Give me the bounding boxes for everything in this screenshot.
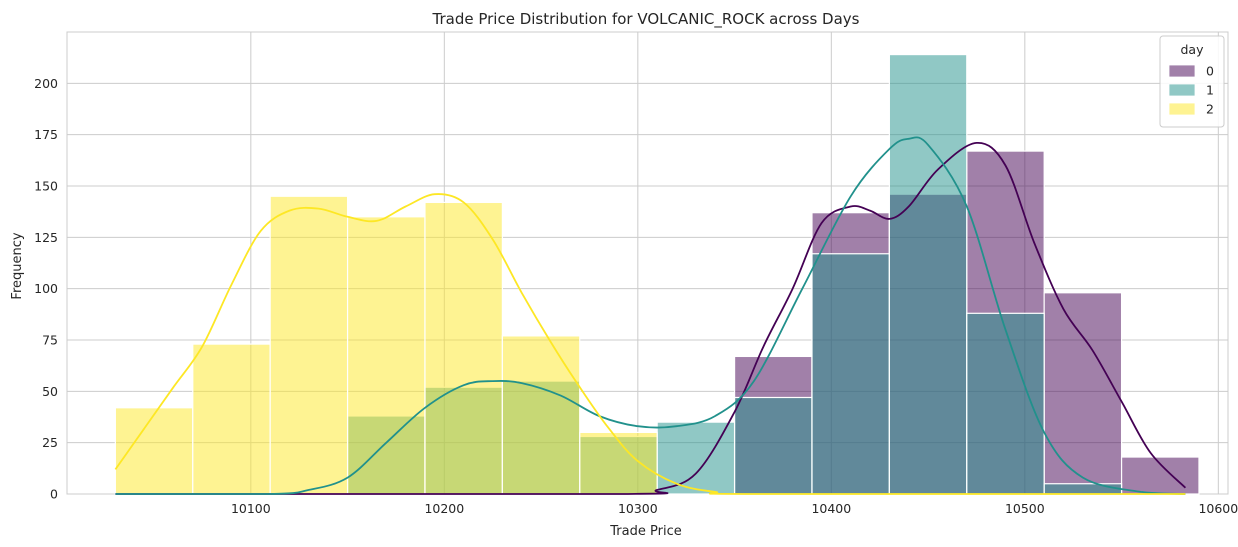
bar-day-2 [501, 335, 581, 495]
y-tick-label: 100 [34, 281, 58, 296]
y-tick-label: 25 [42, 435, 58, 450]
legend-label-day-2: 2 [1206, 102, 1214, 117]
bar-day-1 [1043, 483, 1123, 495]
y-tick-label: 75 [42, 333, 58, 348]
y-tick-label: 150 [34, 179, 58, 194]
y-axis-label: Frequency [10, 232, 25, 299]
legend-label-day-1: 1 [1206, 83, 1214, 98]
y-tick-label: 200 [34, 76, 58, 91]
legend: day 0 1 2 [1159, 35, 1225, 128]
x-tick-label: 10500 [1005, 501, 1045, 516]
x-axis-label: Trade Price [609, 524, 681, 539]
x-tick-label: 10400 [811, 501, 851, 516]
y-tick-label: 125 [34, 230, 58, 245]
y-tick-label: 50 [42, 384, 58, 399]
bar-day-0 [1043, 292, 1123, 495]
y-tick-label: 0 [50, 487, 58, 502]
chart-title: Trade Price Distribution for VOLCANIC_RO… [432, 10, 860, 29]
y-tick-label: 175 [34, 127, 58, 142]
legend-title: day [1181, 42, 1205, 57]
x-tick-label: 10600 [1198, 501, 1238, 516]
bar-day-2 [192, 343, 271, 495]
kde-curves [114, 136, 1187, 495]
bar-day-1 [811, 253, 890, 495]
bar-day-2 [114, 407, 194, 495]
y-axis-ticks: 0 25 50 75 100 125 150 175 200 [34, 76, 58, 502]
legend-swatch-day-1 [1168, 83, 1196, 97]
legend-label-day-0: 0 [1206, 64, 1214, 79]
bar-day-1 [888, 53, 968, 495]
x-axis-ticks: 10100 10200 10300 10400 10500 10600 [231, 501, 1238, 516]
kde-curve-day-0 [115, 141, 1187, 495]
kde-curve-day-1 [115, 136, 1186, 495]
bar-day-2 [269, 195, 349, 495]
x-tick-label: 10300 [618, 501, 658, 516]
bar-day-0 [1120, 456, 1200, 495]
legend-swatch-day-0 [1168, 64, 1196, 78]
bar-day-2 [346, 216, 426, 495]
bar-day-1 [733, 396, 813, 495]
legend-swatch-day-2 [1168, 102, 1196, 116]
bar-day-2 [424, 201, 503, 495]
x-tick-label: 10100 [231, 501, 271, 516]
x-tick-label: 10200 [424, 501, 464, 516]
bar-day-2 [579, 431, 658, 495]
kde-curve-day-2 [114, 193, 1186, 495]
